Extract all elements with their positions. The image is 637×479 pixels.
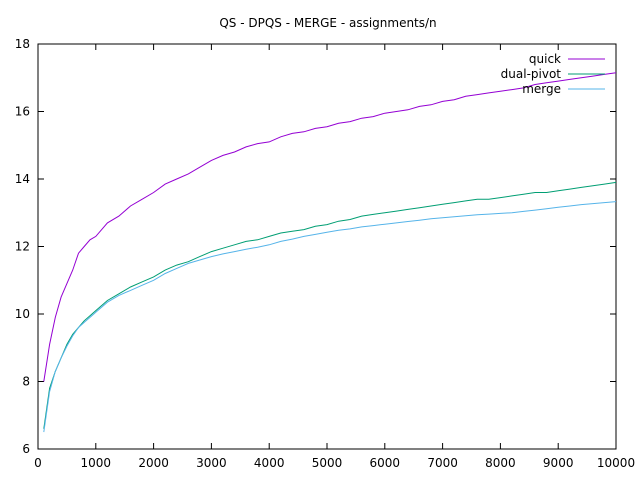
x-tick-label: 0 xyxy=(34,456,42,470)
x-tick-label: 4000 xyxy=(254,456,285,470)
series-lines xyxy=(43,72,617,433)
chart-title: QS - DPQS - MERGE - assignments/n xyxy=(219,16,436,30)
y-tick-label: 18 xyxy=(15,37,30,51)
axis-ticks: 0 1000 2000 3000 4000 5000 6000 7000 8000 9000 100… xyxy=(15,37,635,470)
y-tick-label: 6 xyxy=(22,442,30,456)
y-tick-label: 12 xyxy=(15,240,30,254)
x-tick-label: 6000 xyxy=(370,456,401,470)
x-tick-label: 8000 xyxy=(485,456,516,470)
legend-label-merge: merge xyxy=(522,82,561,96)
series-line-merge xyxy=(43,201,617,433)
x-tick-label: 10000 xyxy=(597,456,635,470)
legend-label-dual-pivot: dual-pivot xyxy=(501,67,562,81)
x-tick-label: 3000 xyxy=(196,456,227,470)
x-tick-label: 1000 xyxy=(81,456,112,470)
y-tick-label: 10 xyxy=(15,307,30,321)
x-tick-label: 7000 xyxy=(427,456,458,470)
x-tick-label: 5000 xyxy=(312,456,343,470)
plot-frame xyxy=(37,43,617,450)
x-tick-label: 9000 xyxy=(543,456,574,470)
series-line-quick xyxy=(43,72,617,382)
legend-label-quick: quick xyxy=(529,52,561,66)
y-tick-label: 14 xyxy=(15,172,30,186)
y-tick-label: 8 xyxy=(22,375,30,389)
y-tick-label: 16 xyxy=(15,105,30,119)
series-line-dual-pivot xyxy=(43,181,617,429)
x-tick-label: 2000 xyxy=(138,456,169,470)
